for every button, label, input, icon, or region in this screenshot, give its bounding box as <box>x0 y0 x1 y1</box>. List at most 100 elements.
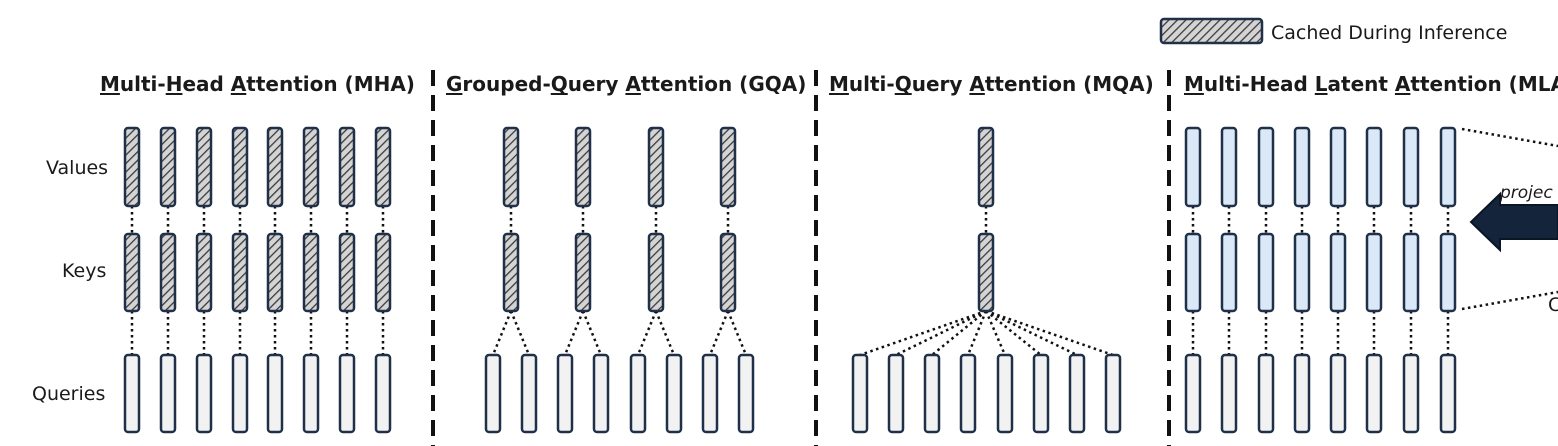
mla-value-head <box>1220 126 1238 208</box>
gqa-query-head <box>629 353 647 434</box>
gqa-query-head <box>737 353 755 434</box>
row-label-keys: Keys <box>62 260 106 282</box>
mqa-kq-link <box>931 310 987 356</box>
mla-projection-label: projec <box>1499 183 1553 203</box>
section-title-mqa: Multi-Query Attention (MQA) <box>829 72 1154 96</box>
gqa-query-head <box>665 353 683 434</box>
mla-value-head <box>1365 126 1383 208</box>
gqa-query-head <box>484 353 502 434</box>
mla-key-head <box>1365 232 1383 313</box>
mla-key-head <box>1402 232 1420 313</box>
mla-value-head <box>1257 126 1275 208</box>
gqa-value-head <box>647 126 665 208</box>
gqa-value-head <box>502 126 520 208</box>
mha-query-head <box>302 353 320 434</box>
mla-key-head <box>1293 232 1311 313</box>
gqa-query-head <box>592 353 610 434</box>
mha-key-head <box>231 232 249 313</box>
mla-query-head <box>1293 353 1311 434</box>
gqa-key-head <box>574 232 592 313</box>
mla-query-head <box>1220 353 1238 434</box>
row-label-queries: Queries <box>32 383 105 405</box>
mha-value-head <box>374 126 392 208</box>
mha-key-head <box>338 232 356 313</box>
mha-key-head <box>159 232 177 313</box>
mla-key-head <box>1220 232 1238 313</box>
mha-value-head <box>302 126 320 208</box>
gqa-key-head <box>647 232 665 313</box>
mha-query-head <box>195 353 213 434</box>
mha-value-head <box>123 126 141 208</box>
mla-key-head <box>1439 232 1457 313</box>
mha-query-head <box>231 353 249 434</box>
mha-value-head <box>195 126 213 208</box>
mla-query-head <box>1184 353 1202 434</box>
gqa-key-head <box>719 232 737 313</box>
mla-projection-line-top <box>1461 127 1558 148</box>
mla-value-head <box>1439 126 1457 208</box>
mqa-kq-link <box>966 310 988 356</box>
mqa-query-head <box>1104 353 1122 434</box>
mha-key-head <box>266 232 284 313</box>
gqa-value-head <box>574 126 592 208</box>
mla-heads <box>1184 126 1457 434</box>
mla-query-head <box>1402 353 1420 434</box>
gqa-value-head <box>719 126 737 208</box>
mqa-query-head <box>1032 353 1050 434</box>
mqa-kq-link <box>985 309 1114 357</box>
mqa-kq-link <box>859 309 987 357</box>
gqa-key-head <box>502 232 520 313</box>
mqa-query-head <box>923 353 941 434</box>
mqa-query-head <box>996 353 1014 434</box>
mla-value-head <box>1329 126 1347 208</box>
legend-label: Cached During Inference <box>1271 22 1507 44</box>
mqa-value-head <box>977 126 995 208</box>
mla-query-head <box>1329 353 1347 434</box>
mha-query-head <box>374 353 392 434</box>
mla-query-head <box>1439 353 1457 434</box>
mha-query-head <box>266 353 284 434</box>
gqa-kq-link <box>654 310 676 356</box>
gqa-query-head <box>701 353 719 434</box>
gqa-kq-link <box>491 310 513 356</box>
mha-key-head <box>123 232 141 313</box>
mha-query-head <box>159 353 177 434</box>
projection-arrow-icon <box>1469 191 1558 253</box>
mqa-query-head <box>1068 353 1086 434</box>
mla-value-head <box>1184 126 1202 208</box>
gqa-kq-link <box>509 310 531 356</box>
mqa-heads <box>851 126 1122 434</box>
mha-key-head <box>195 232 213 313</box>
section-title-mha: Multi-Head Attention (MHA) <box>100 72 415 96</box>
section-title-mla: Multi-Head Latent Attention (MLA <box>1184 72 1558 96</box>
mla-key-head <box>1257 232 1275 313</box>
mla-value-head <box>1402 126 1420 208</box>
mha-key-head <box>302 232 320 313</box>
gqa-kq-link <box>581 310 603 356</box>
legend: Cached During Inference <box>1159 17 1507 45</box>
mla-query-head <box>1257 353 1275 434</box>
gqa-kq-link <box>726 310 748 356</box>
section-title-gqa: Grouped-Query Attention (GQA) <box>446 72 806 96</box>
mla-value-head <box>1293 126 1311 208</box>
gqa-kq-link <box>636 310 658 356</box>
mqa-key-head <box>977 232 995 313</box>
mqa-kq-link <box>985 310 1042 356</box>
row-label-values: Values <box>46 157 108 179</box>
mqa-query-head <box>887 353 905 434</box>
mqa-query-head <box>851 353 869 434</box>
mla-cut-label: C <box>1548 294 1558 316</box>
mha-value-head <box>338 126 356 208</box>
gqa-kq-link <box>563 310 585 356</box>
mqa-kq-link <box>984 310 1007 356</box>
gqa-kq-link <box>708 310 730 356</box>
mqa-kq-link <box>985 309 1078 357</box>
mla-key-head <box>1184 232 1202 313</box>
mla-key-head <box>1329 232 1347 313</box>
mqa-kq-link <box>895 309 987 357</box>
mha-query-head <box>123 353 141 434</box>
mqa-query-head <box>959 353 977 434</box>
mla-latent-projection: projec C <box>1461 127 1558 316</box>
mha-heads <box>123 126 392 434</box>
